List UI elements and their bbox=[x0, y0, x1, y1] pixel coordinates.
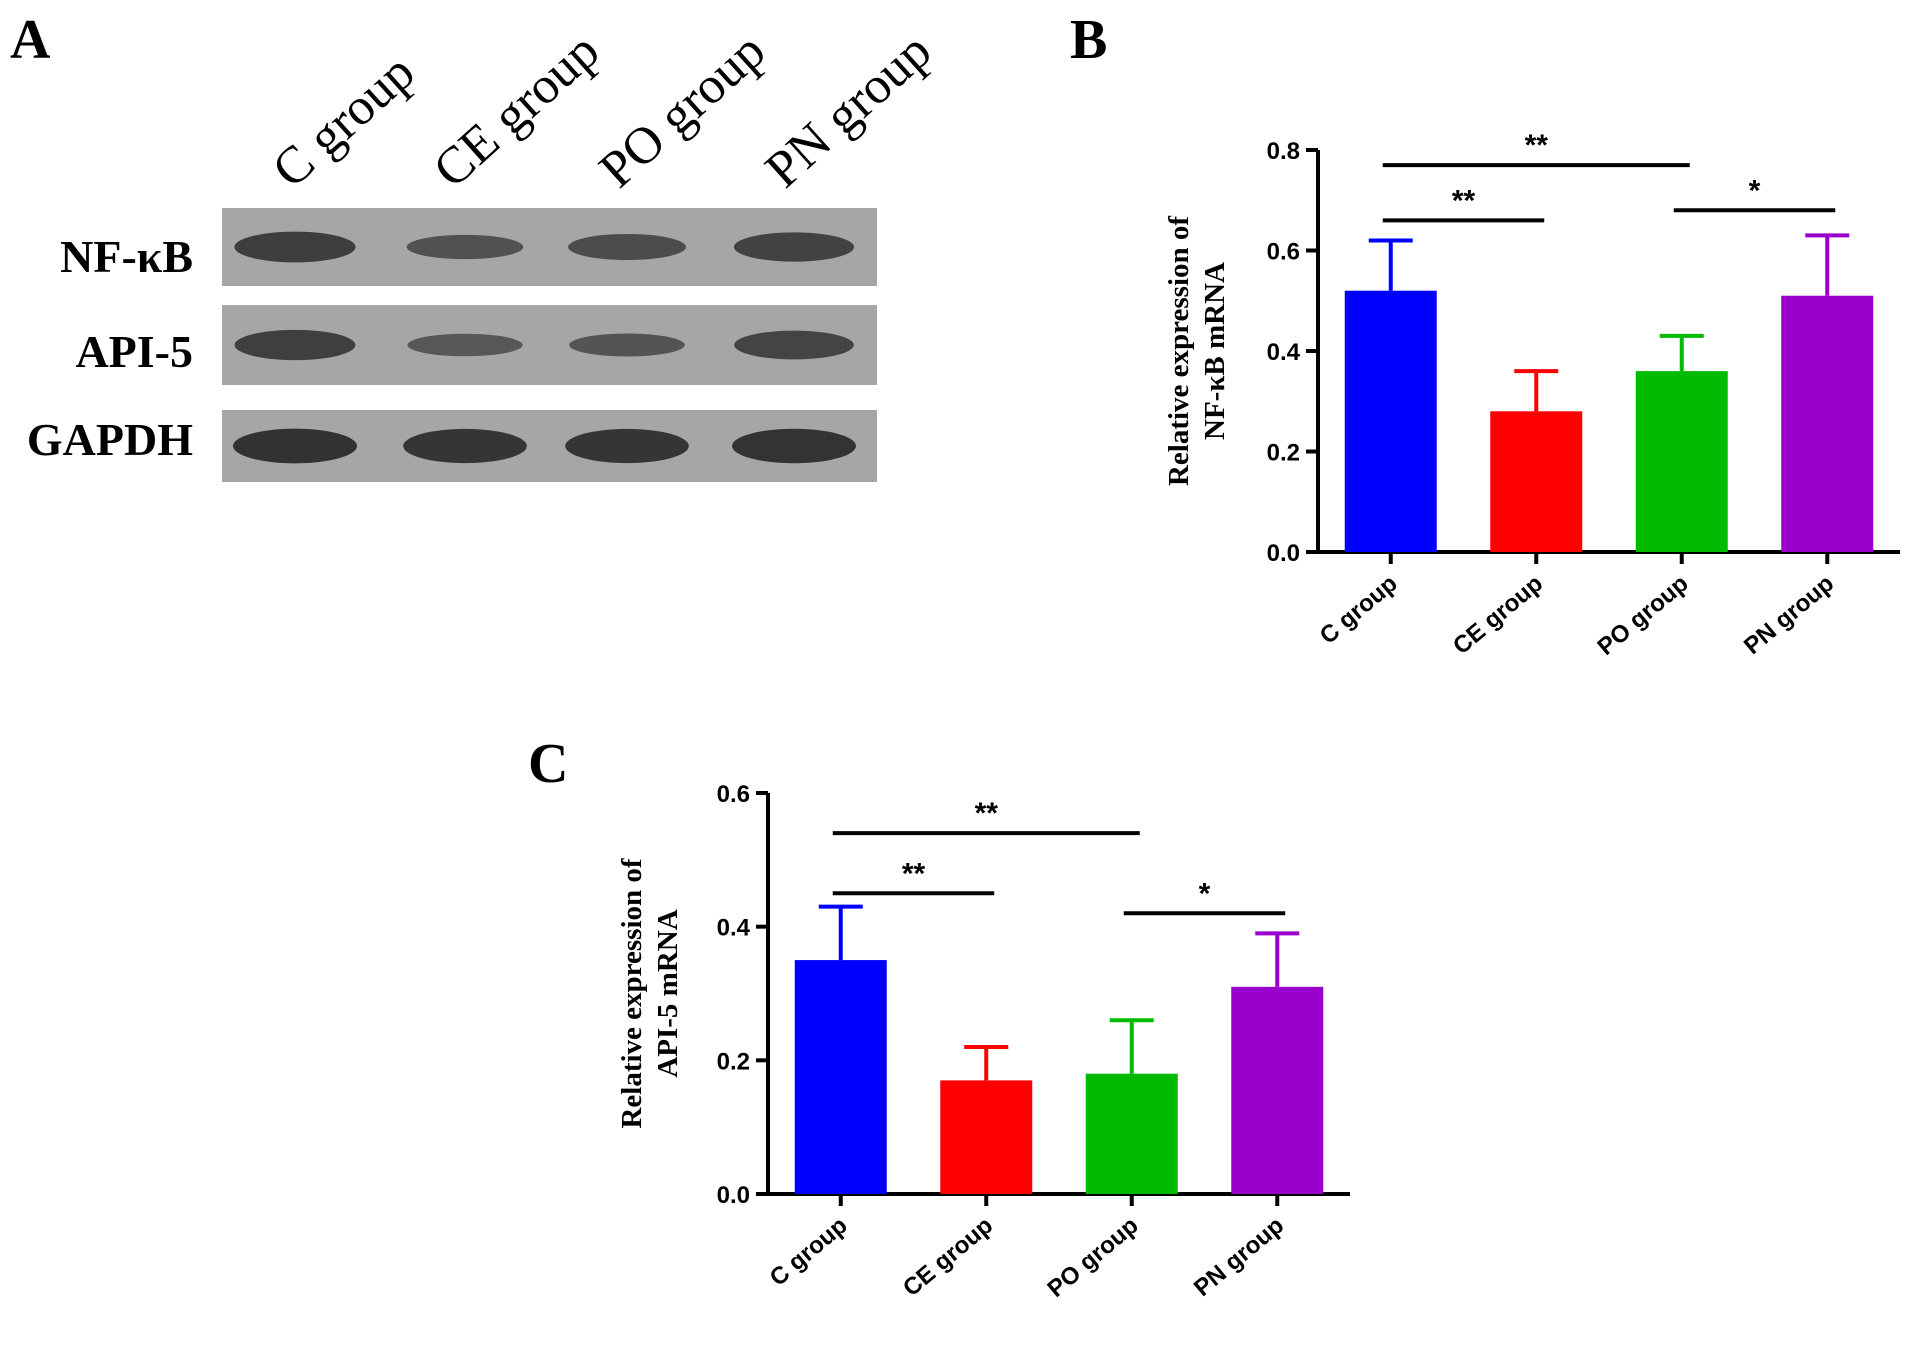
bar-c-group bbox=[794, 960, 887, 1194]
x-tick-label: CE group bbox=[1448, 570, 1548, 660]
blot-band bbox=[734, 330, 854, 360]
bar-pn-group bbox=[1781, 295, 1874, 552]
blot-band bbox=[568, 233, 686, 261]
lane-label-po: PO group bbox=[589, 22, 776, 199]
blot-band bbox=[403, 428, 527, 464]
blot-band bbox=[733, 232, 855, 262]
significance-label: * bbox=[1199, 877, 1211, 910]
y-tick-label: 0.0 bbox=[717, 1182, 750, 1209]
x-tick-label: PO group bbox=[1593, 570, 1694, 661]
chart-c: 0.0 0.2 0.4 0.6 Relative expression of API-5 … bbox=[616, 781, 1350, 1303]
blot-band bbox=[232, 428, 358, 464]
y-tick-label: 0.6 bbox=[1267, 239, 1300, 266]
lane-label-pn: PN group bbox=[755, 22, 942, 199]
bar-ce-group bbox=[940, 1080, 1033, 1194]
lane-label-c: C group bbox=[262, 43, 426, 198]
blot-band bbox=[569, 333, 685, 357]
y-axis-label-line: Relative expression of bbox=[616, 858, 648, 1128]
significance-label: ** bbox=[1452, 184, 1476, 217]
y-axis-label: Relative expression of NF-κB mRNA bbox=[1163, 216, 1231, 486]
x-tick-label: PN group bbox=[1189, 1212, 1289, 1302]
y-axis-label-line: API-5 mRNA bbox=[652, 909, 684, 1077]
blot-band bbox=[565, 428, 689, 464]
blot-row-label-nfkb: NF-κB bbox=[60, 231, 193, 282]
x-tick-label: PO group bbox=[1043, 1212, 1144, 1303]
significance-label: ** bbox=[975, 797, 999, 830]
significance-label: ** bbox=[1525, 129, 1549, 162]
significance-label: * bbox=[1749, 174, 1761, 207]
y-tick-label: 0.4 bbox=[717, 915, 751, 942]
y-tick-label: 0.8 bbox=[1267, 138, 1300, 165]
chart-b: 0.0 0.2 0.4 0.6 0.8 Relative expression of NF-… bbox=[1163, 129, 1900, 661]
lane-label-ce: CE group bbox=[423, 22, 610, 199]
x-tick-label: C group bbox=[1315, 570, 1403, 650]
y-tick-label: 0.4 bbox=[1267, 339, 1301, 366]
bar-po-group bbox=[1085, 1073, 1178, 1194]
significance-label: ** bbox=[902, 857, 926, 890]
y-axis-label-line: NF-κB mRNA bbox=[1199, 262, 1231, 440]
blot-band bbox=[407, 333, 523, 357]
blot-band bbox=[234, 329, 356, 361]
blot-band bbox=[406, 234, 524, 260]
blot-lane-labels: C group CE group PO group PN group bbox=[262, 22, 942, 199]
x-tick-label: C group bbox=[765, 1212, 853, 1292]
y-tick-label: 0.2 bbox=[717, 1048, 750, 1075]
panel-letter-a: A bbox=[10, 9, 51, 71]
blot-band bbox=[732, 428, 856, 464]
x-tick-label: CE group bbox=[898, 1212, 998, 1302]
bar-po-group bbox=[1635, 371, 1728, 552]
blot-row-label-api5: API-5 bbox=[75, 326, 193, 377]
y-tick-label: 0.6 bbox=[717, 781, 750, 808]
western-blot bbox=[222, 208, 877, 482]
x-tick-label: PN group bbox=[1739, 570, 1839, 660]
y-tick-label: 0.0 bbox=[1267, 540, 1300, 567]
bar-ce-group bbox=[1490, 411, 1583, 552]
y-axis-label-line: Relative expression of bbox=[1163, 216, 1195, 486]
panel-letter-b: B bbox=[1070, 9, 1107, 71]
blot-row-labels: NF-κB API-5 GAPDH bbox=[27, 231, 193, 465]
y-axis-label: Relative expression of API-5 mRNA bbox=[616, 858, 684, 1128]
blot-row-label-gapdh: GAPDH bbox=[27, 414, 193, 465]
bar-c-group bbox=[1344, 290, 1437, 552]
bar-pn-group bbox=[1231, 986, 1324, 1194]
panel-letter-c: C bbox=[528, 733, 568, 795]
y-tick-label: 0.2 bbox=[1267, 440, 1300, 467]
blot-band bbox=[234, 231, 356, 263]
